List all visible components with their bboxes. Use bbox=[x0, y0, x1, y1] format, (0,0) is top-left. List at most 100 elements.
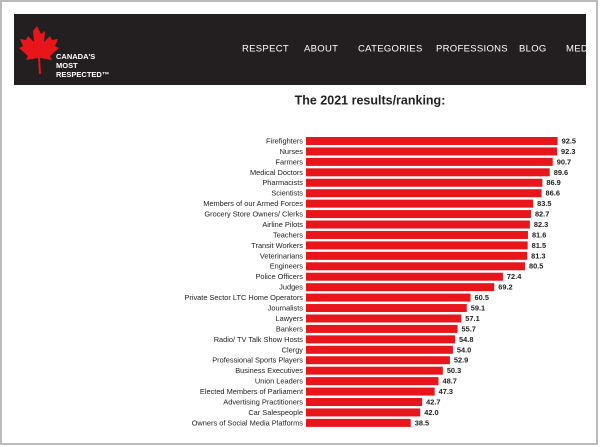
category-label: Judges bbox=[279, 283, 303, 292]
value-label: 82.3 bbox=[534, 220, 548, 229]
bar bbox=[306, 356, 450, 365]
header-bar bbox=[14, 14, 586, 85]
value-label: 81.3 bbox=[531, 251, 545, 260]
bar bbox=[306, 408, 421, 417]
bar bbox=[306, 262, 525, 271]
category-label: Transit Workers bbox=[251, 241, 303, 250]
bar bbox=[306, 189, 542, 198]
value-label: 86.6 bbox=[546, 189, 560, 198]
category-label: Nurses bbox=[280, 147, 304, 156]
category-label: Farmers bbox=[275, 157, 303, 166]
logo[interactable]: CANADA'S MOST RESPECTED™ bbox=[19, 26, 109, 79]
value-label: 89.6 bbox=[554, 168, 568, 177]
bar bbox=[306, 283, 495, 292]
bar bbox=[306, 314, 462, 323]
category-label: Private Sector LTC Home Operators bbox=[184, 293, 303, 302]
category-label: Business Executives bbox=[235, 366, 303, 375]
category-label: Journalists bbox=[268, 303, 304, 312]
category-label: Scientists bbox=[271, 189, 303, 198]
value-label: 81.5 bbox=[532, 241, 546, 250]
category-label: Car Salespeople bbox=[248, 408, 303, 417]
value-label: 50.3 bbox=[447, 366, 461, 375]
category-label: Grocery Store Owners/ Clerks bbox=[204, 210, 303, 219]
chart: Firefighters 92.5 Nurses 92.3 Farmers 90.7 Med… bbox=[184, 136, 576, 427]
category-label: Advertising Practitioners bbox=[223, 397, 303, 406]
bar bbox=[306, 418, 411, 427]
value-label: 54.8 bbox=[459, 335, 473, 344]
bar bbox=[306, 366, 443, 375]
logo-text: MOST bbox=[56, 61, 78, 70]
value-label: 69.2 bbox=[498, 283, 512, 292]
bar bbox=[306, 178, 543, 187]
category-label: Members of our Armed Forces bbox=[203, 199, 303, 208]
nav-link[interactable]: CATEGORIES bbox=[358, 44, 423, 55]
bar bbox=[306, 210, 531, 219]
bar bbox=[306, 199, 534, 208]
nav-link[interactable]: PROFESSIONS bbox=[436, 44, 508, 55]
value-label: 80.5 bbox=[529, 262, 543, 271]
bar bbox=[306, 335, 456, 344]
category-label: Firefighters bbox=[266, 136, 303, 145]
value-label: 42.0 bbox=[424, 408, 438, 417]
category-label: Medical Doctors bbox=[250, 168, 303, 177]
category-label: Union Leaders bbox=[255, 377, 303, 386]
bar bbox=[306, 272, 503, 281]
bar bbox=[306, 387, 435, 396]
value-label: 57.1 bbox=[465, 314, 479, 323]
value-label: 92.5 bbox=[562, 136, 576, 145]
value-label: 90.7 bbox=[557, 157, 571, 166]
bar bbox=[306, 220, 530, 229]
category-label: Radio/ TV Talk Show Hosts bbox=[214, 335, 304, 344]
maple-leaf bbox=[19, 26, 59, 74]
value-label: 48.7 bbox=[442, 377, 456, 386]
category-label: Teachers bbox=[273, 230, 303, 239]
chart-title: The 2021 results/ranking: bbox=[295, 93, 446, 107]
category-label: Owners of Social Media Platforms bbox=[192, 418, 304, 427]
category-label: Airline Pilots bbox=[262, 220, 303, 229]
bar bbox=[306, 304, 467, 313]
value-label: 60.5 bbox=[475, 293, 489, 302]
nav-link[interactable]: BLOG bbox=[519, 44, 547, 55]
logo-text: RESPECTED™ bbox=[56, 70, 109, 79]
value-label: 82.7 bbox=[535, 210, 549, 219]
category-label: Veterinarians bbox=[260, 251, 303, 260]
logo-text: CANADA'S bbox=[56, 52, 95, 61]
bar bbox=[306, 137, 558, 145]
value-label: 54.0 bbox=[457, 345, 471, 354]
bar bbox=[306, 345, 453, 354]
bar bbox=[306, 377, 439, 386]
nav-link[interactable]: ABOUT bbox=[304, 44, 338, 55]
category-label: Engineers bbox=[270, 262, 304, 271]
bar bbox=[306, 293, 471, 302]
value-label: 42.7 bbox=[426, 397, 440, 406]
value-label: 59.1 bbox=[471, 303, 485, 312]
bar bbox=[306, 398, 423, 406]
category-label: Professional Sports Players bbox=[212, 356, 303, 365]
bar bbox=[306, 230, 528, 239]
bar bbox=[306, 251, 528, 260]
value-label: 55.7 bbox=[462, 324, 476, 333]
category-label: Bankers bbox=[276, 324, 303, 333]
category-label: Elected Members of Parliament bbox=[200, 387, 303, 396]
bar bbox=[306, 147, 558, 156]
value-label: 72.4 bbox=[507, 272, 522, 281]
value-label: 38.5 bbox=[415, 418, 429, 427]
category-label: Lawyers bbox=[275, 314, 303, 323]
category-label: Police Officers bbox=[255, 272, 303, 281]
value-label: 86.9 bbox=[546, 178, 560, 187]
value-label: 81.6 bbox=[532, 230, 546, 239]
bar bbox=[306, 168, 550, 177]
value-label: 83.5 bbox=[537, 199, 551, 208]
nav: RESPECT ABOUT CATEGORIES PROFESSIONS BLOG MED bbox=[242, 44, 588, 55]
value-label: 92.3 bbox=[561, 147, 575, 156]
bar bbox=[306, 157, 553, 166]
category-label: Pharmacists bbox=[262, 178, 303, 187]
value-label: 52.9 bbox=[454, 356, 468, 365]
value-label: 47.3 bbox=[439, 387, 453, 396]
bar bbox=[306, 324, 458, 333]
nav-link[interactable]: MED bbox=[566, 44, 588, 55]
nav-link[interactable]: RESPECT bbox=[242, 44, 289, 55]
category-label: Clergy bbox=[282, 345, 304, 354]
bar bbox=[306, 241, 528, 250]
